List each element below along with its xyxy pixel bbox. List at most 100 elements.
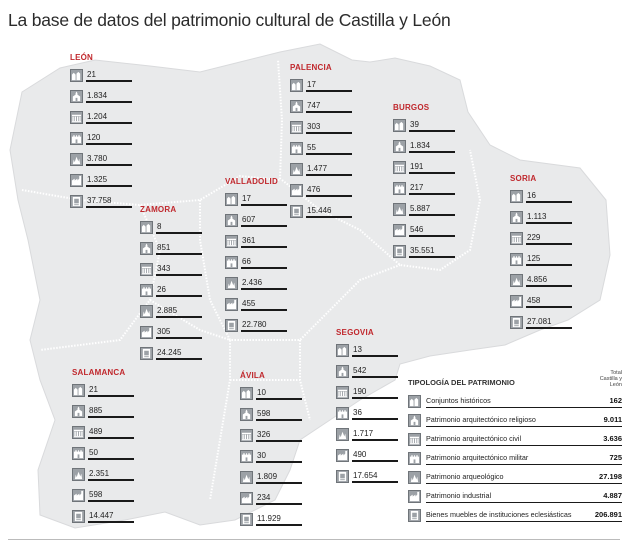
province-row: 343 <box>140 260 202 278</box>
province-value: 455 <box>241 297 287 311</box>
province-valladolid: VALLADOLID 17 607 361 66 2.436 455 22.780 <box>225 177 287 337</box>
bottom-divider <box>8 539 620 540</box>
province-salamanca: SALAMANCA 21 885 489 50 2.351 598 14.447 <box>72 368 134 528</box>
province-name: SALAMANCA <box>72 368 126 377</box>
legend-row: Conjuntos históricos 162 <box>408 392 622 411</box>
arquitectura-civil-icon <box>225 234 238 248</box>
arquitectura-religiosa-icon <box>225 213 238 227</box>
province-value: 5.887 <box>409 202 455 216</box>
province-value: 21 <box>86 68 132 82</box>
province-name: SEGOVIA <box>336 328 374 337</box>
province-row: 21 <box>70 66 132 84</box>
province-row: 21 <box>72 381 134 399</box>
province-value: 4.856 <box>526 273 572 287</box>
province-borders <box>21 59 482 501</box>
legend-total: 4.887 <box>599 490 622 503</box>
province-row: 217 <box>393 179 455 197</box>
province-row: 885 <box>72 402 134 420</box>
legend-label: Bienes muebles de instituciones eclesiás… <box>426 509 591 522</box>
province-row: 1.477 <box>290 160 352 178</box>
province-value: 55 <box>306 141 352 155</box>
province-row: 747 <box>290 97 352 115</box>
province-row: 13 <box>336 341 398 359</box>
province-value: 2.351 <box>88 467 134 481</box>
province-value: 546 <box>409 223 455 237</box>
province-value: 1.834 <box>86 89 132 103</box>
province-value: 598 <box>88 488 134 502</box>
province-value: 1.325 <box>86 173 132 187</box>
province-row: 542 <box>336 362 398 380</box>
legend-label: Patrimonio arqueológico <box>426 471 596 484</box>
province-name: BURGOS <box>393 103 430 112</box>
province-value: 1.477 <box>306 162 352 176</box>
legend-label: Patrimonio arquitectónico civil <box>426 433 600 446</box>
province-value: 2.885 <box>156 304 202 318</box>
arquitectura-civil-icon <box>72 425 85 439</box>
arqueologico-icon <box>393 202 406 216</box>
legend-total: 3.636 <box>599 433 622 446</box>
arquitectura-militar-icon <box>72 446 85 460</box>
region-outline <box>9 43 611 529</box>
arquitectura-militar-icon <box>70 131 83 145</box>
arquitectura-militar-icon <box>140 283 153 297</box>
province-value: 747 <box>306 99 352 113</box>
legend-total: 162 <box>605 395 622 408</box>
conjuntos-historicos-icon <box>70 68 83 82</box>
legend-total: 27.198 <box>595 471 622 484</box>
province-value: 21 <box>88 383 134 397</box>
legend-total: 725 <box>605 452 622 465</box>
industrial-icon <box>290 183 303 197</box>
legend-row: Patrimonio arqueológico 27.198 <box>408 468 622 487</box>
legend-label: Patrimonio arquitectónico religioso <box>426 414 600 427</box>
arqueologico-icon <box>225 276 238 290</box>
industrial-icon <box>408 490 421 503</box>
province-value: 30 <box>256 449 302 463</box>
province-soria: SORIA 16 1.113 229 125 4.856 458 27.081 <box>510 174 572 334</box>
province-value: 1.204 <box>86 110 132 124</box>
arqueologico-icon <box>408 471 421 484</box>
province-value: 13 <box>352 343 398 357</box>
province-value: 598 <box>256 407 302 421</box>
province-segovia: SEGOVIA 13 542 190 36 1.717 490 17.654 <box>336 328 398 488</box>
page-title: La base de datos del patrimonio cultural… <box>8 10 451 30</box>
conjuntos-historicos-icon <box>336 343 349 357</box>
arqueologico-icon <box>336 427 349 441</box>
conjuntos-historicos-icon <box>140 220 153 234</box>
bienes-muebles-icon <box>336 469 349 483</box>
province-name: VALLADOLID <box>225 177 278 186</box>
province-row: 598 <box>240 405 302 423</box>
province-row: 2.351 <box>72 465 134 483</box>
province-row: 35.551 <box>393 242 455 260</box>
province-name: LEÓN <box>70 53 94 62</box>
arquitectura-religiosa-icon <box>290 99 303 113</box>
arqueologico-icon <box>510 273 523 287</box>
bienes-muebles-icon <box>290 204 303 218</box>
province-value: 120 <box>86 131 132 145</box>
province-value: 35.551 <box>409 244 455 258</box>
province-row: 1.809 <box>240 468 302 486</box>
province-row: 361 <box>225 232 287 250</box>
province-row: 16 <box>510 187 572 205</box>
province-value: 39 <box>409 118 455 132</box>
province-row: 4.856 <box>510 271 572 289</box>
province-value: 1.717 <box>352 427 398 441</box>
industrial-icon <box>336 448 349 462</box>
arqueologico-icon <box>72 467 85 481</box>
province-row: 1.834 <box>393 137 455 155</box>
province-row: 30 <box>240 447 302 465</box>
arquitectura-civil-icon <box>290 120 303 134</box>
province-row: 489 <box>72 423 134 441</box>
legend-row: Patrimonio arquitectónico religioso 9.011 <box>408 411 622 430</box>
arqueologico-icon <box>70 152 83 166</box>
arqueologico-icon <box>140 304 153 318</box>
arquitectura-religiosa-icon <box>70 89 83 103</box>
industrial-icon <box>70 173 83 187</box>
conjuntos-historicos-icon <box>510 189 523 203</box>
arquitectura-civil-icon <box>393 160 406 174</box>
province-avila: ÁVILA 10 598 326 30 1.809 234 11.929 <box>240 371 302 531</box>
industrial-icon <box>140 325 153 339</box>
province-row: 2.436 <box>225 274 287 292</box>
province-row: 191 <box>393 158 455 176</box>
province-row: 39 <box>393 116 455 134</box>
conjuntos-historicos-icon <box>225 192 238 206</box>
